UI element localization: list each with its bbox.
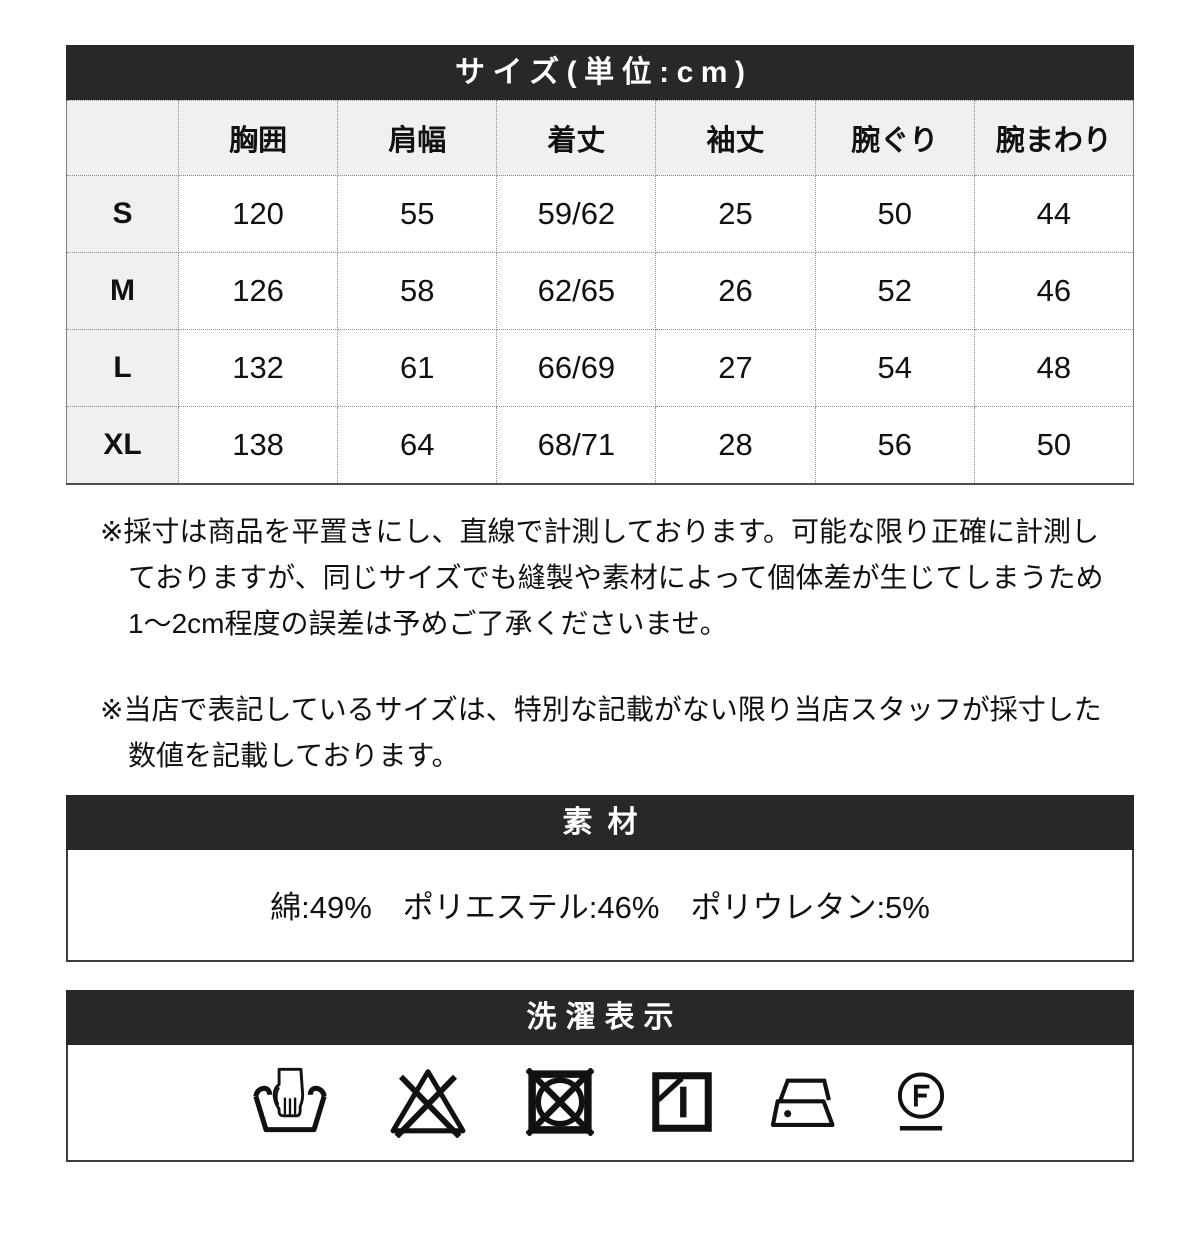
size-label: L bbox=[66, 329, 179, 407]
size-value-cell: 50 bbox=[973, 406, 1135, 484]
note-line: ておりますが、同じサイズでも縫製や素材によって個体差が生じてしまうため bbox=[128, 561, 1104, 593]
size-label: XL bbox=[66, 406, 179, 484]
material-content-box: 綿:49% ポリエステル:46% ポリウレタン:5% bbox=[66, 849, 1134, 962]
laundry-title: 洗濯表示 bbox=[66, 989, 1134, 1045]
line-dry-in-shade-icon bbox=[650, 1070, 714, 1134]
table-row: M 126 58 62/65 26 52 46 bbox=[66, 252, 1135, 330]
size-value-cell: 56 bbox=[814, 406, 975, 484]
size-table-body: S 120 55 59/62 25 50 44 M 126 58 62/65 26 52 46 L 132 61… bbox=[66, 175, 1135, 484]
staff-measurement-note: ※当店で表記しているサイズは、特別な記載がない限り当店スタッフが採寸した数値を記… bbox=[100, 687, 1134, 779]
corner-cell bbox=[66, 100, 179, 176]
size-value-cell: 25 bbox=[655, 175, 816, 253]
column-header: 着丈 bbox=[496, 100, 657, 176]
size-table: 胸囲 肩幅 着丈 袖丈 腕ぐり 腕まわり S 120 55 59/62 25 50 44 M 126 58 6… bbox=[66, 100, 1135, 485]
table-row: S 120 55 59/62 25 50 44 bbox=[66, 175, 1135, 253]
material-composition: 綿:49% ポリエステル:46% ポリウレタン:5% bbox=[270, 890, 930, 925]
size-label: M bbox=[66, 252, 179, 330]
size-value-cell: 55 bbox=[337, 175, 498, 253]
column-header: 腕ぐり bbox=[814, 100, 975, 176]
laundry-symbols-box bbox=[66, 1044, 1134, 1162]
size-value-cell: 59/62 bbox=[496, 175, 657, 253]
note-line: 1〜2cm程度の誤差は予めご了承くださいませ。 bbox=[128, 607, 728, 639]
size-value-cell: 28 bbox=[655, 406, 816, 484]
do-not-tumble-dry-icon bbox=[526, 1068, 594, 1136]
size-value-cell: 48 bbox=[973, 329, 1135, 407]
size-table-title: サイズ(単位:cm) bbox=[66, 45, 1134, 100]
table-row: XL 138 64 68/71 28 56 50 bbox=[66, 406, 1135, 484]
measurement-note: ※採寸は商品を平置きにし、直線で計測しております。可能な限り正確に計測しておりま… bbox=[100, 509, 1134, 647]
size-table-header-row: 胸囲 肩幅 着丈 袖丈 腕ぐり 腕まわり bbox=[66, 100, 1135, 176]
size-value-cell: 46 bbox=[973, 252, 1135, 330]
size-value-cell: 126 bbox=[177, 252, 339, 330]
size-value-cell: 54 bbox=[814, 329, 975, 407]
size-label: S bbox=[66, 175, 179, 253]
size-value-cell: 64 bbox=[337, 406, 498, 484]
size-value-cell: 138 bbox=[177, 406, 339, 484]
note-line: 数値を記載しております。 bbox=[128, 739, 460, 771]
size-value-cell: 26 bbox=[655, 252, 816, 330]
size-value-cell: 68/71 bbox=[496, 406, 657, 484]
material-title: 素材 bbox=[66, 794, 1134, 850]
size-value-cell: 44 bbox=[973, 175, 1135, 253]
size-value-cell: 120 bbox=[177, 175, 339, 253]
column-header: 腕まわり bbox=[973, 100, 1135, 176]
table-row: L 132 61 66/69 27 54 48 bbox=[66, 329, 1135, 407]
size-value-cell: 132 bbox=[177, 329, 339, 407]
size-table-section: サイズ(単位:cm) 胸囲 肩幅 着丈 袖丈 腕ぐり 腕まわり S 120 55 59/62 25… bbox=[66, 45, 1135, 485]
size-value-cell: 62/65 bbox=[496, 252, 657, 330]
do-not-bleach-icon bbox=[386, 1066, 470, 1138]
size-value-cell: 27 bbox=[655, 329, 816, 407]
material-section: 素材 綿:49% ポリエステル:46% ポリウレタン:5% bbox=[66, 794, 1134, 962]
size-value-cell: 66/69 bbox=[496, 329, 657, 407]
size-value-cell: 58 bbox=[337, 252, 498, 330]
size-value-cell: 50 bbox=[814, 175, 975, 253]
hand-wash-icon bbox=[250, 1065, 330, 1139]
note-line: ※当店で表記しているサイズは、特別な記載がない限り当店スタッフが採寸した bbox=[100, 693, 1102, 725]
note-line: ※採寸は商品を平置きにし、直線で計測しております。可能な限り正確に計測し bbox=[100, 515, 1099, 547]
iron-low-icon bbox=[770, 1073, 836, 1132]
size-value-cell: 52 bbox=[814, 252, 975, 330]
column-header: 肩幅 bbox=[337, 100, 498, 176]
column-header: 胸囲 bbox=[177, 100, 339, 176]
size-value-cell: 61 bbox=[337, 329, 498, 407]
column-header: 袖丈 bbox=[655, 100, 816, 176]
dry-clean-petroleum-gentle-icon bbox=[892, 1070, 950, 1134]
laundry-section: 洗濯表示 bbox=[66, 989, 1134, 1162]
size-chart-page: サイズ(単位:cm) 胸囲 肩幅 着丈 袖丈 腕ぐり 腕まわり S 120 55 59/62 25… bbox=[66, 45, 1135, 1162]
